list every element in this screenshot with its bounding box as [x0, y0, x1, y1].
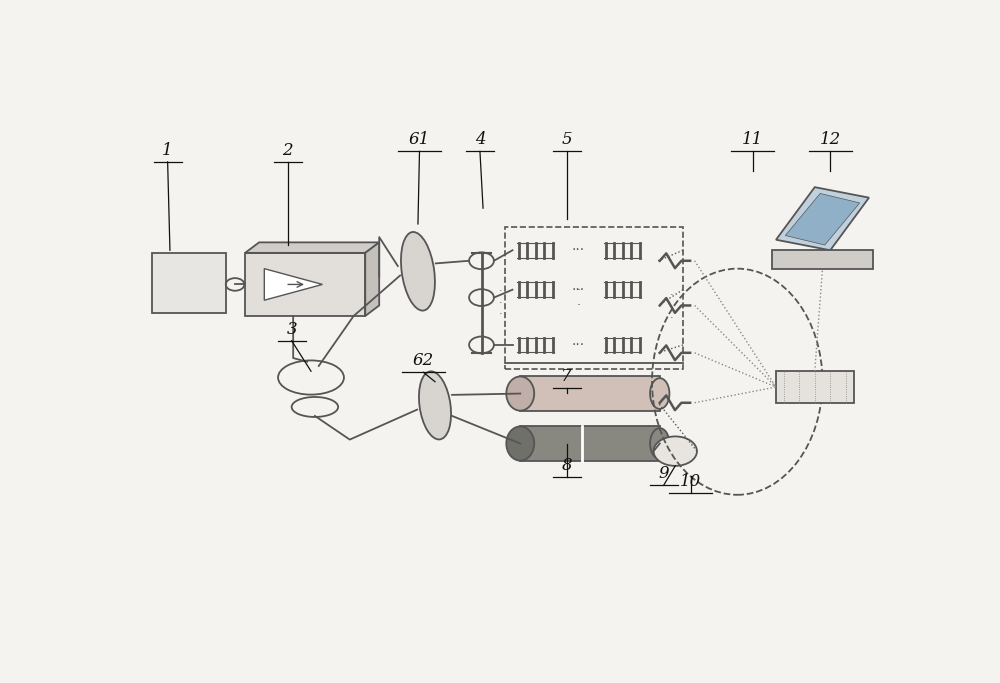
Bar [520, 376, 660, 410]
Text: 5: 5 [561, 131, 572, 148]
Polygon shape [772, 250, 873, 268]
Circle shape [226, 278, 244, 291]
Polygon shape [785, 193, 860, 245]
Polygon shape [264, 268, 322, 301]
Text: ···: ··· [572, 283, 585, 296]
Polygon shape [776, 187, 869, 250]
Bar [505, 227, 683, 369]
Ellipse shape [506, 426, 534, 460]
Text: 12: 12 [820, 131, 841, 148]
Ellipse shape [650, 428, 669, 459]
Circle shape [469, 289, 494, 306]
Text: ·
·
·: · · · [499, 286, 503, 320]
Text: 4: 4 [475, 131, 485, 148]
Text: ·
·: · · [576, 283, 580, 311]
Text: 11: 11 [742, 131, 763, 148]
Bar [152, 253, 226, 313]
Circle shape [469, 337, 494, 353]
Text: 7: 7 [561, 368, 572, 385]
Text: ···: ··· [572, 243, 585, 257]
Text: 1: 1 [162, 142, 173, 159]
Circle shape [469, 252, 494, 269]
Text: 8: 8 [561, 458, 572, 475]
Text: 62: 62 [413, 352, 434, 370]
Text: ·
·
·: · · · [670, 290, 673, 323]
Polygon shape [245, 242, 379, 253]
Polygon shape [365, 242, 379, 316]
Text: 10: 10 [680, 473, 701, 490]
Ellipse shape [419, 372, 451, 439]
Bar [520, 426, 660, 460]
Bar [245, 253, 365, 316]
Text: 61: 61 [409, 131, 430, 148]
Text: 9: 9 [658, 465, 669, 482]
Circle shape [654, 436, 697, 466]
Ellipse shape [401, 232, 435, 311]
Bar [776, 372, 854, 403]
Ellipse shape [506, 376, 534, 410]
Ellipse shape [650, 378, 669, 409]
Text: 2: 2 [282, 142, 293, 159]
Text: 3: 3 [286, 320, 297, 337]
Text: ···: ··· [572, 338, 585, 352]
